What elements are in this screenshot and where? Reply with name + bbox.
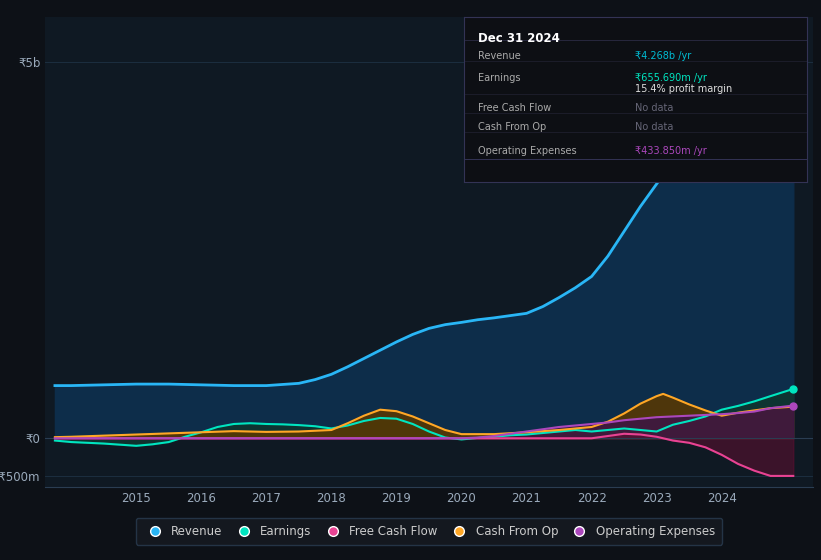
Text: Operating Expenses: Operating Expenses bbox=[478, 146, 576, 156]
Text: 15.4% profit margin: 15.4% profit margin bbox=[635, 85, 732, 95]
Text: Cash From Op: Cash From Op bbox=[478, 123, 546, 133]
Text: Dec 31 2024: Dec 31 2024 bbox=[478, 32, 559, 45]
Text: No data: No data bbox=[635, 104, 674, 114]
Text: Revenue: Revenue bbox=[478, 52, 521, 62]
Legend: Revenue, Earnings, Free Cash Flow, Cash From Op, Operating Expenses: Revenue, Earnings, Free Cash Flow, Cash … bbox=[135, 517, 722, 545]
Text: ₹433.850m /yr: ₹433.850m /yr bbox=[635, 146, 707, 156]
Text: Free Cash Flow: Free Cash Flow bbox=[478, 104, 551, 114]
Text: Earnings: Earnings bbox=[478, 73, 520, 83]
Text: ₹4.268b /yr: ₹4.268b /yr bbox=[635, 52, 692, 62]
Text: No data: No data bbox=[635, 123, 674, 133]
Text: ₹655.690m /yr: ₹655.690m /yr bbox=[635, 73, 708, 83]
